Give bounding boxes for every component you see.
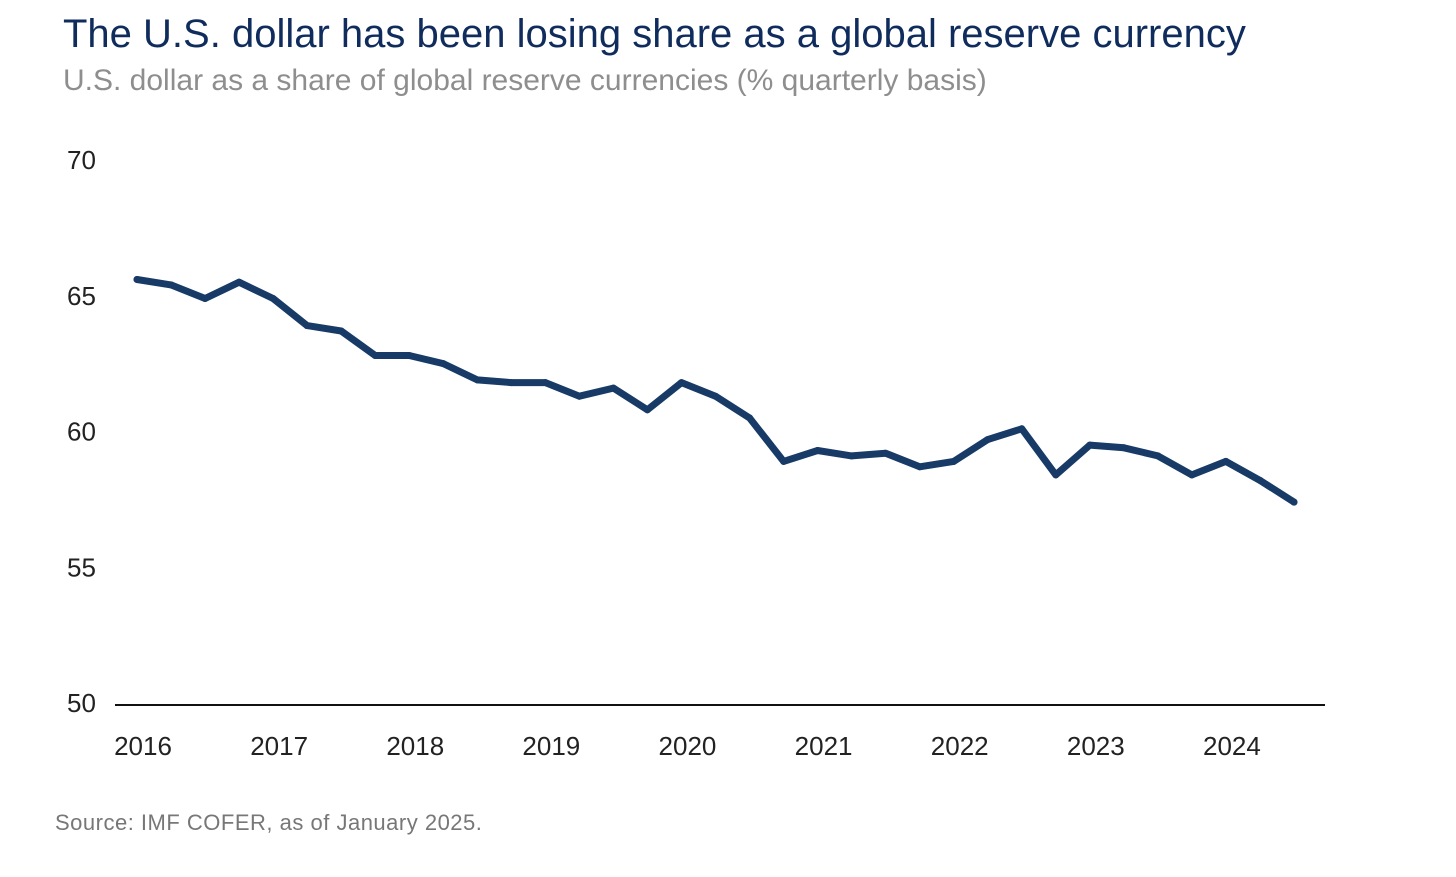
data-point-2016-Q1 xyxy=(133,276,141,283)
data-point-2020-Q1 xyxy=(678,379,685,387)
data-point-2021-Q1 xyxy=(814,447,822,454)
data-point-2024-Q3 xyxy=(1290,498,1298,506)
x-tick-labels: 2016 2017 2018 2019 2020 2021 2022 2023 2024 xyxy=(114,731,1261,761)
data-point-2022-Q2 xyxy=(984,436,992,444)
x-tick-label-2022: 2022 xyxy=(931,731,989,761)
y-tick-label-50: 50 xyxy=(67,688,96,718)
data-point-2023-Q1 xyxy=(1086,441,1094,449)
data-point-2016-Q4 xyxy=(235,278,243,286)
x-tick-label-2016: 2016 xyxy=(114,731,172,761)
chart-subtitle: U.S. dollar as a share of global reserve… xyxy=(63,64,987,97)
series-group xyxy=(133,276,1298,506)
data-point-2018-Q4 xyxy=(507,379,515,387)
x-tick-label-2023: 2023 xyxy=(1067,731,1125,761)
data-point-2018-Q3 xyxy=(473,376,481,384)
x-tick-label-2024: 2024 xyxy=(1203,731,1261,761)
data-point-2017-Q1 xyxy=(269,295,277,302)
data-point-2023-Q2 xyxy=(1120,444,1128,452)
data-point-2021-Q3 xyxy=(882,449,890,457)
y-tick-label-55: 55 xyxy=(67,552,96,582)
x-tick-label-2019: 2019 xyxy=(522,731,580,761)
data-point-2021-Q2 xyxy=(848,452,856,460)
data-point-2021-Q4 xyxy=(916,463,924,471)
data-point-2017-Q4 xyxy=(371,352,379,359)
data-point-2016-Q2 xyxy=(167,281,175,289)
data-point-2022-Q3 xyxy=(1018,425,1026,433)
data-point-2019-Q3 xyxy=(609,384,617,392)
x-tick-label-2017: 2017 xyxy=(250,731,308,761)
data-point-2023-Q3 xyxy=(1154,452,1162,460)
data-point-2019-Q1 xyxy=(541,379,549,387)
data-point-2016-Q3 xyxy=(201,295,209,302)
data-point-2018-Q2 xyxy=(439,360,447,368)
data-point-2018-Q1 xyxy=(405,352,413,359)
data-point-2020-Q2 xyxy=(712,392,719,400)
y-tick-labels: 50 55 60 65 70 xyxy=(67,145,96,718)
x-tick-label-2021: 2021 xyxy=(795,731,853,761)
data-point-2017-Q2 xyxy=(303,322,311,330)
data-point-2019-Q4 xyxy=(643,406,651,414)
data-point-2024-Q1 xyxy=(1222,457,1230,465)
data-point-2020-Q3 xyxy=(746,414,753,422)
data-point-2017-Q3 xyxy=(337,327,345,335)
data-point-2022-Q1 xyxy=(950,457,958,465)
x-tick-label-2020: 2020 xyxy=(659,731,717,761)
data-point-2024-Q2 xyxy=(1256,476,1264,484)
series-line xyxy=(133,276,1298,506)
y-tick-label-70: 70 xyxy=(67,145,96,175)
data-point-2022-Q4 xyxy=(1052,471,1060,479)
y-tick-label-60: 60 xyxy=(67,417,96,447)
data-point-2023-Q4 xyxy=(1188,471,1196,479)
data-point-2019-Q2 xyxy=(575,392,583,400)
chart-title: The U.S. dollar has been losing share as… xyxy=(63,12,1246,56)
y-tick-label-65: 65 xyxy=(67,281,96,311)
data-point-2020-Q4 xyxy=(780,457,788,465)
x-tick-label-2018: 2018 xyxy=(386,731,444,761)
source-note: Source: IMF COFER, as of January 2025. xyxy=(55,810,483,835)
